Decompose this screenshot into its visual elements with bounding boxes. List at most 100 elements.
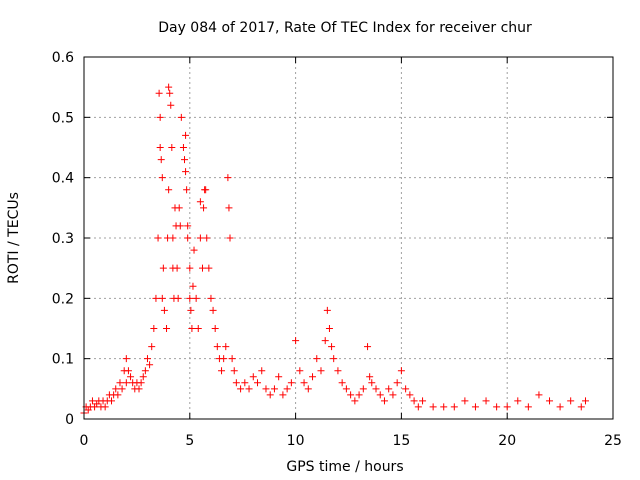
data-point: [184, 222, 192, 230]
data-point: [241, 379, 249, 387]
data-point: [342, 385, 350, 393]
data-point: [88, 397, 96, 405]
data-point: [429, 403, 437, 411]
data-point: [184, 234, 192, 242]
data-point: [108, 397, 116, 405]
data-point: [181, 156, 189, 164]
data-point: [150, 325, 158, 332]
data-point: [173, 264, 181, 272]
data-point: [524, 403, 532, 411]
data-point: [157, 156, 165, 164]
data-point: [198, 264, 206, 272]
data-point: [135, 385, 143, 393]
data-point: [205, 264, 213, 272]
data-point: [182, 131, 190, 139]
data-point: [376, 391, 384, 399]
data-point: [189, 282, 197, 290]
data-point: [209, 306, 217, 314]
data-point: [122, 379, 130, 387]
data-point: [226, 234, 234, 242]
data-point: [338, 379, 346, 387]
data-point: [160, 306, 168, 314]
data-point: [116, 379, 124, 387]
data-point: [471, 403, 479, 411]
data-point: [389, 391, 397, 399]
data-point: [190, 246, 198, 254]
data-point: [482, 397, 490, 405]
y-tick-label: 0.1: [52, 352, 74, 368]
data-point: [440, 403, 448, 411]
data-point: [218, 367, 226, 375]
data-point: [169, 234, 177, 242]
data-point: [351, 397, 359, 405]
data-point: [230, 367, 238, 375]
data-point: [156, 144, 164, 151]
data-point: [167, 101, 175, 109]
data-point: [224, 174, 232, 182]
data-point: [165, 83, 173, 91]
data-point: [328, 343, 336, 351]
data-point: [165, 186, 173, 194]
data-point: [188, 325, 196, 332]
y-tick-label: 0.5: [52, 110, 74, 126]
data-point: [200, 204, 208, 212]
data-point: [163, 325, 171, 332]
data-point: [112, 385, 120, 393]
x-axis-label: GPS time / hours: [286, 459, 403, 475]
data-point: [556, 403, 564, 411]
data-point: [514, 397, 522, 405]
data-point: [196, 234, 204, 242]
x-tick-label: 25: [604, 433, 622, 449]
data-point: [176, 222, 184, 230]
data-point: [187, 306, 195, 314]
data-point: [137, 379, 145, 387]
data-point: [406, 391, 414, 399]
data-point: [196, 198, 204, 206]
y-tick-label: 0.3: [52, 231, 74, 247]
axis-ticks: [83, 56, 614, 420]
data-point: [177, 113, 185, 121]
data-point: [122, 355, 130, 363]
data-point: [450, 403, 458, 411]
data-point: [203, 234, 211, 242]
data-point: [325, 325, 333, 332]
data-point: [101, 403, 109, 411]
data-point: [158, 294, 166, 302]
data-point: [186, 264, 194, 272]
data-point: [359, 385, 367, 393]
data-point: [213, 343, 221, 351]
data-point: [245, 385, 253, 393]
data-point: [461, 397, 469, 405]
data-point: [202, 186, 210, 194]
data-point: [143, 355, 151, 363]
x-tick-label: 15: [392, 433, 410, 449]
data-point: [330, 355, 338, 363]
data-point: [174, 294, 182, 302]
data-point: [283, 385, 291, 393]
data-point: [275, 373, 283, 381]
data-point: [186, 294, 194, 302]
data-point: [127, 373, 135, 381]
y-tick-label: 0.2: [52, 291, 74, 307]
x-tick-labels: 0 5 10 15 20 25: [80, 433, 622, 449]
data-point: [148, 343, 156, 351]
data-point: [182, 168, 190, 176]
data-point: [211, 325, 219, 332]
data-point: [577, 403, 585, 411]
data-point: [385, 385, 393, 393]
data-point: [309, 373, 317, 381]
data-point: [503, 403, 511, 411]
data-point: [192, 294, 200, 302]
data-point: [114, 391, 122, 399]
y-tick-labels: 0 0.1 0.2 0.3 0.4 0.5 0.6: [52, 50, 74, 428]
data-point: [168, 144, 176, 151]
data-point: [220, 355, 228, 363]
data-point: [581, 397, 589, 405]
data-point: [159, 264, 167, 272]
data-point: [254, 379, 262, 387]
data-point: [156, 113, 164, 121]
data-point: [546, 397, 554, 405]
data-point: [237, 385, 245, 393]
x-tick-label: 10: [287, 433, 305, 449]
data-point: [535, 391, 543, 399]
